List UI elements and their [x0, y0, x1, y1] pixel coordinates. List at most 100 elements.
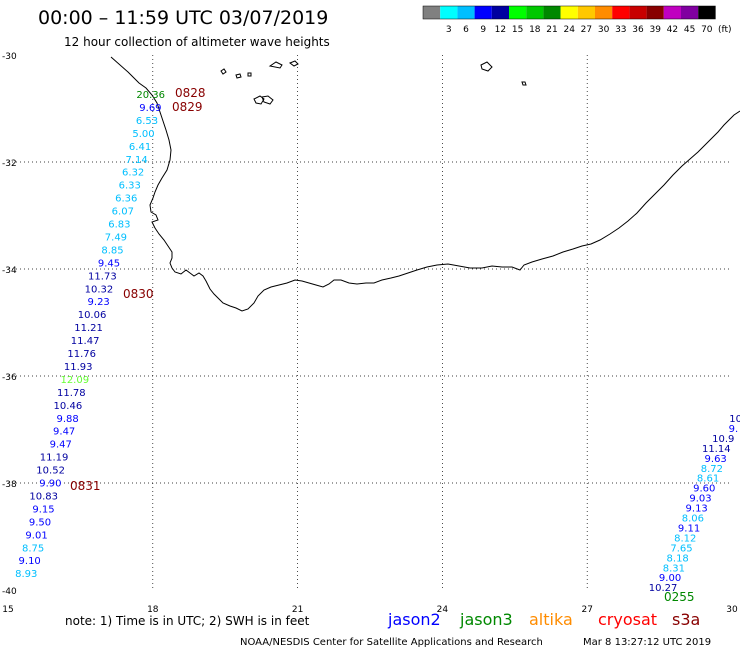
wave-height-reading: 10.06 — [78, 310, 107, 321]
wave-height-reading: 8.75 — [22, 543, 44, 554]
satellite-legend-item: jason2 — [387, 610, 441, 629]
wave-height-reading: 7.49 — [105, 232, 127, 243]
lat-tick-label: -38 — [2, 480, 17, 490]
wave-height-reading: 10.9 — [712, 434, 734, 445]
wave-height-reading: 9.63 — [705, 454, 727, 465]
lon-tick-label: 21 — [292, 605, 303, 615]
colorbar-swatch — [681, 6, 699, 19]
colorbar-swatch — [474, 6, 492, 19]
colorbar-label: 3 — [446, 25, 452, 35]
colorbar-label: 6 — [463, 25, 469, 35]
wave-height-reading: 11.76 — [67, 349, 96, 360]
wave-height-reading: 9.88 — [56, 414, 78, 425]
wave-height-reading: 7.14 — [125, 155, 147, 166]
pass-time-label: 0830 — [123, 287, 154, 301]
colorbar-swatch — [560, 6, 578, 19]
colorbar-label: 27 — [581, 25, 592, 35]
pass-time-label: 0828 — [175, 86, 206, 100]
colorbar-swatch — [457, 6, 475, 19]
colorbar-unit: (ft) — [718, 25, 732, 35]
wave-height-reading: 9.13 — [686, 504, 708, 515]
lon-tick-label: 24 — [437, 605, 449, 615]
lon-tick-label: 15 — [2, 605, 13, 615]
wave-height-reading: 9.90 — [39, 479, 61, 490]
wave-height-reading: 20.36 — [136, 90, 165, 101]
wave-height-reading: 9.10 — [19, 556, 41, 567]
wave-height-reading: 8.85 — [101, 245, 123, 256]
lon-tick-label: 18 — [147, 605, 159, 615]
wave-height-reading: 10.46 — [54, 401, 83, 412]
colorbar-swatch — [663, 6, 681, 19]
colorbar-swatch — [491, 6, 509, 19]
east-track-readings: 109.10.911.149.638.728.619.609.039.138.0… — [649, 414, 740, 594]
wave-height-reading: 10.32 — [85, 284, 114, 295]
wave-height-reading: 5.00 — [132, 129, 154, 140]
west-track-readings: 20.36 9.69 6.53 5.00 6.41 7.14 6.32 6.33 6.36 6.0… — [15, 90, 165, 580]
lat-tick-label: -36 — [2, 373, 17, 383]
colorbar-label: 24 — [563, 25, 575, 35]
wave-height-reading: 10 — [729, 414, 740, 425]
wave-height-reading: 8.06 — [682, 514, 704, 525]
lon-tick-label: 27 — [581, 605, 592, 615]
colorbar-label: 12 — [495, 25, 506, 35]
wave-height-reading: 9.23 — [88, 297, 110, 308]
wave-height-reading: 9.00 — [659, 573, 681, 584]
wave-height-reading: 7.65 — [670, 543, 692, 554]
wave-height-reading: 9.60 — [693, 484, 715, 495]
wave-height-reading: 11.19 — [40, 453, 69, 464]
colorbar-label: 9 — [480, 25, 486, 35]
wave-height-reading: 6.41 — [129, 142, 151, 153]
satellite-legend-item: s3a — [672, 610, 700, 629]
wave-height-reading: 6.83 — [108, 220, 130, 231]
wave-height-reading: 9.45 — [98, 258, 120, 269]
lat-tick-label: -40 — [2, 587, 17, 597]
colorbar-swatch — [646, 6, 664, 19]
colorbar-label: 45 — [684, 25, 695, 35]
wave-height-reading: 10.83 — [29, 491, 58, 502]
pass-time-label: 0831 — [70, 479, 101, 493]
wave-height-reading: 6.32 — [122, 168, 144, 179]
wave-height-reading: 12.09 — [60, 375, 89, 386]
wave-height-reading: 6.33 — [119, 181, 141, 192]
colorbar-label: 33 — [615, 25, 626, 35]
colorbar-label: 42 — [667, 25, 678, 35]
colorbar-swatch — [629, 6, 647, 19]
wave-height-reading: 9.50 — [29, 517, 51, 528]
wave-height-reading: 9.01 — [25, 530, 47, 541]
wave-height-reading: 9.47 — [53, 427, 75, 438]
lat-tick-label: -30 — [2, 52, 17, 62]
wave-height-reading: 9.03 — [689, 494, 711, 505]
footer-timestamp: Mar 8 13:27:12 UTC 2019 — [583, 637, 711, 648]
wave-height-reading: 9.69 — [139, 103, 161, 114]
colorbar-swatch — [577, 6, 595, 19]
colorbar-label: 21 — [546, 25, 557, 35]
lat-tick-label: -32 — [2, 159, 17, 169]
colorbar-swatch — [509, 6, 527, 19]
wave-height-reading: 8.31 — [663, 563, 685, 574]
wave-height-reading: 11.21 — [74, 323, 103, 334]
wave-height-reading: 11.73 — [88, 271, 117, 282]
colorbar-swatch — [543, 6, 561, 19]
colorbar-legend: 3 6 9 12 15 18 21 24 27 30 33 36 39 42 45 70 (ft) — [422, 5, 732, 35]
coastline — [110, 56, 740, 312]
colorbar-swatch — [698, 6, 716, 19]
colorbar-label: 39 — [649, 25, 661, 35]
colorbar-swatch — [423, 6, 441, 19]
page-subtitle: 12 hour collection of altimeter wave hei… — [64, 35, 330, 49]
colorbar-swatch — [526, 6, 544, 19]
colorbar-label: 15 — [512, 25, 523, 35]
footer-credit: NOAA/NESDIS Center for Satellite Applica… — [240, 637, 543, 648]
footer-note: note: 1) Time is in UTC; 2) SWH is in fe… — [65, 614, 310, 628]
east-track-times: 0255 — [664, 590, 695, 604]
wave-height-reading: 8.18 — [667, 553, 689, 564]
colorbar-swatch — [595, 6, 613, 19]
satellite-legend: jason2 jason3 altika cryosat s3a — [387, 610, 700, 629]
wave-height-reading: 8.12 — [674, 533, 696, 544]
axis-ticks: 15 18 21 24 27 30 -30 -32 -34 -36 -38 -40 — [2, 52, 738, 615]
pass-time-label: 0829 — [172, 100, 203, 114]
lat-tick-label: -34 — [2, 266, 17, 276]
wave-height-reading: 6.53 — [136, 116, 158, 127]
